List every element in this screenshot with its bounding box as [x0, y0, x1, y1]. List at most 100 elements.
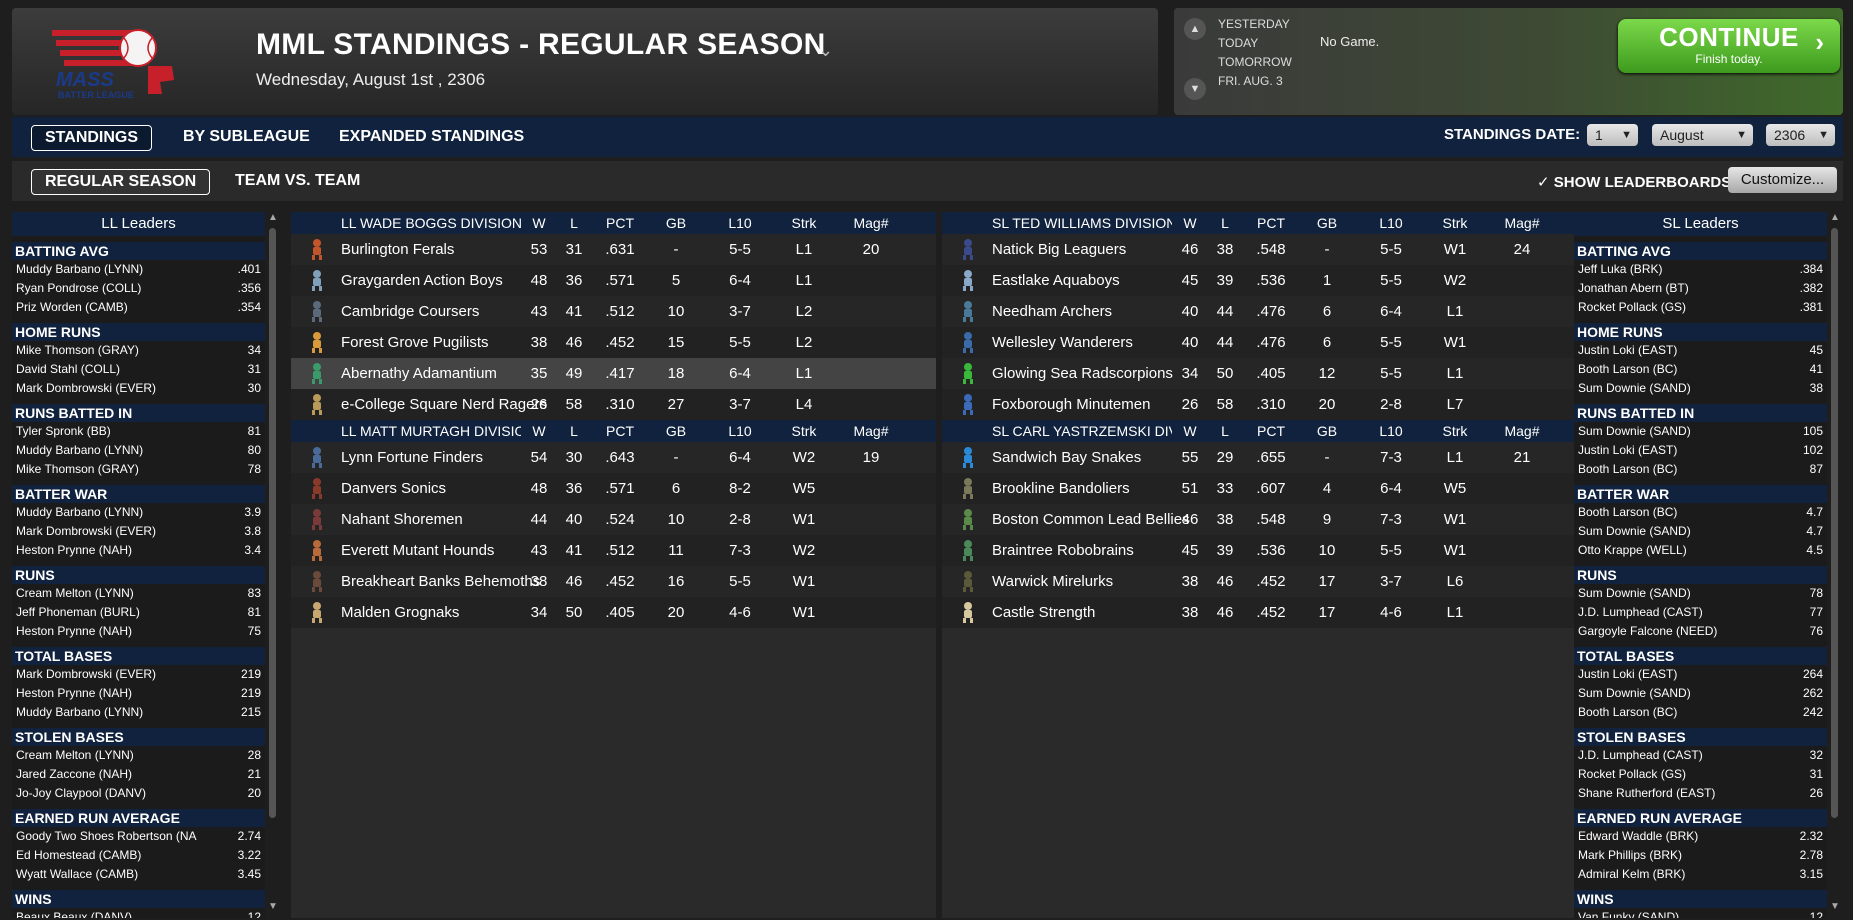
leader-row[interactable]: Tyler Spronk (BB) 81 — [12, 422, 265, 441]
leader-row[interactable]: Booth Larson (BC) 41 — [1574, 360, 1827, 379]
player-name[interactable]: Justin Loki (EAST) — [1578, 443, 1678, 457]
column-header-l10[interactable]: L10 — [1379, 215, 1403, 231]
player-name[interactable]: Goody Two Shoes Robertson (NA — [16, 829, 197, 843]
team-row[interactable]: Abernathy Adamantium 35 49 .417 18 6-4 L1 — [291, 358, 936, 389]
team-name[interactable]: Sandwich Bay Snakes — [992, 449, 1142, 466]
leader-row[interactable]: Shane Rutherford (EAST) 26 — [1574, 784, 1827, 803]
tab-standings[interactable]: STANDINGS — [31, 125, 153, 151]
team-name[interactable]: Glowing Sea Radscorpions — [992, 365, 1173, 382]
day-select[interactable]: 1 ▼ — [1587, 124, 1638, 146]
player-name[interactable]: Mark Dombrowski (EVER) — [16, 524, 157, 538]
team-row[interactable]: Boston Common Lead Bellies 46 38 .548 9 7-3 W1 — [942, 504, 1587, 535]
column-header-pct[interactable]: PCT — [606, 423, 634, 439]
player-name[interactable]: Heston Prynne (NAH) — [16, 686, 133, 700]
team-name[interactable]: Everett Mutant Hounds — [341, 542, 495, 559]
team-row[interactable]: Glowing Sea Radscorpions 34 50 .405 12 5-5 L1 — [942, 358, 1587, 389]
leader-row[interactable]: Mark Phillips (BRK) 2.78 — [1574, 846, 1827, 865]
column-header-l10[interactable]: L10 — [728, 215, 752, 231]
player-name[interactable]: Wyatt Wallace (CAMB) — [16, 867, 139, 881]
team-row[interactable]: Nahant Shoremen 44 40 .524 10 2-8 W1 — [291, 504, 936, 535]
player-name[interactable]: Booth Larson (BC) — [1578, 462, 1678, 476]
player-name[interactable]: Otto Krappe (WELL) — [1578, 543, 1687, 557]
leader-row[interactable]: Muddy Barbano (LYNN) .401 — [12, 260, 265, 279]
team-row[interactable]: Sandwich Bay Snakes 55 29 .655 - 7-3 L1 21 — [942, 442, 1587, 473]
player-name[interactable]: Mike Thomson (GRAY) — [16, 343, 139, 357]
player-name[interactable]: Sum Downie (SAND) — [1578, 524, 1691, 538]
player-name[interactable]: Beaux Beaux (DANV) — [16, 910, 133, 918]
leader-row[interactable]: Ryan Pondrose (COLL) .356 — [12, 279, 265, 298]
team-name[interactable]: Danvers Sonics — [341, 480, 447, 497]
team-name[interactable]: Brookline Bandoliers — [992, 480, 1130, 497]
team-name[interactable]: e-College Square Nerd Ragers — [341, 396, 547, 413]
player-name[interactable]: Cream Melton (LYNN) — [16, 748, 134, 762]
player-name[interactable]: Ed Homestead (CAMB) — [16, 848, 142, 862]
leader-row[interactable]: Muddy Barbano (LYNN) 3.9 — [12, 503, 265, 522]
column-header-l[interactable]: L — [570, 215, 578, 231]
leader-row[interactable]: Van Funky (SAND) 12 — [1574, 908, 1827, 918]
team-name[interactable]: Eastlake Aquaboys — [992, 272, 1120, 289]
team-row[interactable]: Eastlake Aquaboys 45 39 .536 1 5-5 W2 — [942, 265, 1587, 296]
column-header-mag[interactable]: Mag# — [853, 215, 889, 231]
leader-row[interactable]: Mike Thomson (GRAY) 34 — [12, 341, 265, 360]
leader-row[interactable]: Gargoyle Falcone (NEED) 76 — [1574, 622, 1827, 641]
leader-row[interactable]: Sum Downie (SAND) 38 — [1574, 379, 1827, 398]
team-name[interactable]: Burlington Ferals — [341, 241, 455, 258]
player-name[interactable]: Jeff Luka (BRK) — [1578, 262, 1663, 276]
leader-row[interactable]: Cream Melton (LYNN) 28 — [12, 746, 265, 765]
column-header-strk[interactable]: Strk — [1442, 215, 1468, 231]
team-row[interactable]: Brookline Bandoliers 51 33 .607 4 6-4 W5 — [942, 473, 1587, 504]
team-name[interactable]: Breakheart Banks Behemoths — [341, 573, 541, 590]
player-name[interactable]: Edward Waddle (BRK) — [1578, 829, 1699, 843]
leader-row[interactable]: Jo-Joy Claypool (DANV) 20 — [12, 784, 265, 803]
leader-row[interactable]: Heston Prynne (NAH) 219 — [12, 684, 265, 703]
chevron-up-icon[interactable]: ▲ — [1830, 212, 1840, 223]
leader-row[interactable]: David Stahl (COLL) 31 — [12, 360, 265, 379]
leader-row[interactable]: Heston Prynne (NAH) 75 — [12, 622, 265, 641]
player-name[interactable]: Sum Downie (SAND) — [1578, 424, 1691, 438]
leader-row[interactable]: Sum Downie (SAND) 4.7 — [1574, 522, 1827, 541]
leader-row[interactable]: Rocket Pollack (GS) 31 — [1574, 765, 1827, 784]
team-row[interactable]: Foxborough Minutemen 26 58 .310 20 2-8 L7 — [942, 389, 1587, 420]
player-name[interactable]: Jonathan Abern (BT) — [1578, 281, 1689, 295]
month-select[interactable]: August ▼ — [1652, 124, 1753, 146]
player-name[interactable]: Muddy Barbano (LYNN) — [16, 443, 144, 457]
column-header-mag[interactable]: Mag# — [1504, 423, 1540, 439]
team-name[interactable]: Abernathy Adamantium — [341, 365, 497, 382]
team-row[interactable]: Everett Mutant Hounds 43 41 .512 11 7-3 W2 — [291, 535, 936, 566]
player-name[interactable]: Cream Melton (LYNN) — [16, 586, 134, 600]
leader-row[interactable]: Otto Krappe (WELL) 4.5 — [1574, 541, 1827, 560]
player-name[interactable]: Muddy Barbano (LYNN) — [16, 262, 144, 276]
player-name[interactable]: Mark Dombrowski (EVER) — [16, 667, 157, 681]
player-name[interactable]: Booth Larson (BC) — [1578, 705, 1678, 719]
leader-row[interactable]: Muddy Barbano (LYNN) 215 — [12, 703, 265, 722]
player-name[interactable]: Gargoyle Falcone (NEED) — [1578, 624, 1718, 638]
scrollbar-thumb[interactable] — [1831, 228, 1838, 818]
year-select[interactable]: 2306 ▼ — [1766, 124, 1835, 146]
team-name[interactable]: Nahant Shoremen — [341, 511, 463, 528]
leader-row[interactable]: Sum Downie (SAND) 105 — [1574, 422, 1827, 441]
team-row[interactable]: Forest Grove Pugilists 38 46 .452 15 5-5 L2 — [291, 327, 936, 358]
column-header-mag[interactable]: Mag# — [853, 423, 889, 439]
column-header-l10[interactable]: L10 — [728, 423, 752, 439]
team-name[interactable]: Forest Grove Pugilists — [341, 334, 489, 351]
player-name[interactable]: Jared Zaccone (NAH) — [16, 767, 133, 781]
column-header-strk[interactable]: Strk — [1442, 423, 1468, 439]
player-name[interactable]: Heston Prynne (NAH) — [16, 543, 133, 557]
player-name[interactable]: Ryan Pondrose (COLL) — [16, 281, 142, 295]
team-name[interactable]: Graygarden Action Boys — [341, 272, 503, 289]
player-name[interactable]: Mark Dombrowski (EVER) — [16, 381, 157, 395]
leader-row[interactable]: Justin Loki (EAST) 264 — [1574, 665, 1827, 684]
team-row[interactable]: Breakheart Banks Behemoths 38 46 .452 16 5-5 W… — [291, 566, 936, 597]
player-name[interactable]: Sum Downie (SAND) — [1578, 381, 1691, 395]
chevron-down-icon[interactable]: ▼ — [1830, 901, 1840, 912]
team-row[interactable]: Malden Grognaks 34 50 .405 20 4-6 W1 — [291, 597, 936, 628]
team-name[interactable]: Warwick Mirelurks — [992, 573, 1114, 590]
chevron-up-icon[interactable]: ▲ — [1184, 18, 1206, 40]
continue-button[interactable]: CONTINUE Finish today. › — [1618, 19, 1840, 73]
player-name[interactable]: Sum Downie (SAND) — [1578, 686, 1691, 700]
leader-row[interactable]: Justin Loki (EAST) 45 — [1574, 341, 1827, 360]
leader-row[interactable]: Mike Thomson (GRAY) 78 — [12, 460, 265, 479]
column-header-gb[interactable]: GB — [665, 215, 687, 231]
player-name[interactable]: Booth Larson (BC) — [1578, 505, 1678, 519]
player-name[interactable]: Sum Downie (SAND) — [1578, 586, 1691, 600]
